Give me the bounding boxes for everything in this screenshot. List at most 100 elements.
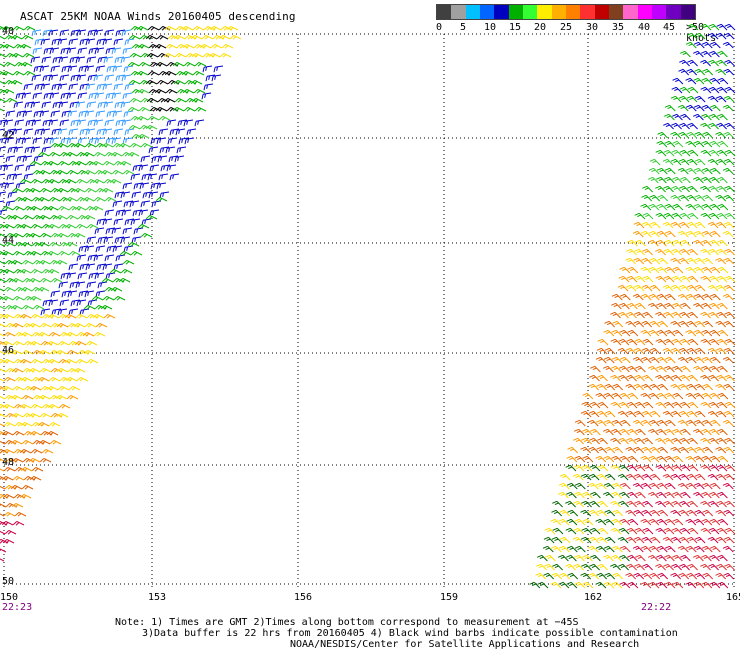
wind-barb bbox=[47, 178, 60, 184]
wind-barb bbox=[84, 290, 95, 298]
wind-barb bbox=[627, 239, 638, 247]
wind-barb bbox=[625, 320, 637, 328]
colorbar-segment bbox=[494, 5, 509, 19]
wind-barb bbox=[700, 437, 711, 445]
wind-barb bbox=[122, 137, 133, 145]
wind-barb bbox=[717, 140, 729, 148]
wind-barb bbox=[33, 110, 44, 118]
wind-barb bbox=[633, 410, 645, 418]
wind-barb bbox=[693, 356, 705, 364]
wind-barb bbox=[43, 92, 54, 100]
wind-barb bbox=[693, 365, 704, 373]
wind-barb bbox=[693, 77, 705, 85]
wind-barb bbox=[716, 527, 728, 535]
wind-barb bbox=[133, 227, 144, 235]
wind-barb bbox=[597, 527, 609, 535]
wind-barb bbox=[20, 61, 33, 67]
wind-barb bbox=[574, 455, 586, 463]
wind-barb bbox=[192, 25, 205, 31]
lat-lon-grid bbox=[3, 33, 736, 590]
wind-barb bbox=[687, 248, 698, 256]
wind-barb bbox=[112, 110, 123, 118]
wind-barb bbox=[84, 110, 95, 118]
wind-barb bbox=[656, 140, 668, 148]
wind-barb bbox=[121, 74, 132, 82]
wind-barb bbox=[641, 572, 653, 580]
wind-barb bbox=[70, 29, 81, 37]
wind-barb bbox=[671, 338, 683, 346]
wind-barb bbox=[618, 500, 629, 508]
wind-barb bbox=[566, 491, 577, 499]
wind-barb bbox=[157, 155, 168, 163]
wind-barb bbox=[656, 518, 668, 526]
wind-barb bbox=[717, 491, 728, 499]
wind-barb bbox=[91, 160, 104, 166]
wind-barb bbox=[634, 563, 645, 571]
wind-barb bbox=[611, 329, 623, 337]
wind-barb bbox=[722, 230, 734, 238]
wind-barb bbox=[75, 56, 86, 64]
wind-barb bbox=[558, 554, 569, 562]
wind-barb bbox=[626, 248, 637, 256]
wind-barb bbox=[60, 92, 71, 100]
wind-barb bbox=[70, 74, 81, 82]
wind-barb bbox=[565, 527, 577, 535]
wind-barb bbox=[567, 446, 579, 454]
wind-barb bbox=[641, 221, 653, 229]
wind-barb bbox=[55, 214, 68, 220]
wind-barb bbox=[37, 151, 50, 157]
wind-barb bbox=[115, 119, 126, 127]
wind-barb bbox=[154, 43, 167, 49]
wind-barb bbox=[618, 464, 630, 472]
wind-barb bbox=[115, 74, 126, 82]
wind-barb bbox=[559, 473, 571, 481]
wind-barb bbox=[670, 410, 682, 418]
wind-barb bbox=[686, 68, 698, 76]
wind-barb bbox=[635, 302, 646, 310]
wind-barb bbox=[49, 137, 60, 145]
wind-barb bbox=[694, 536, 706, 544]
wind-barb bbox=[640, 419, 652, 427]
wind-barb bbox=[723, 284, 735, 292]
wind-barb bbox=[596, 347, 608, 355]
wind-barb bbox=[670, 257, 682, 265]
wind-barb bbox=[2, 358, 15, 364]
wind-barb bbox=[1, 70, 14, 76]
wind-barb bbox=[707, 284, 719, 292]
wind-barb bbox=[634, 311, 645, 319]
longitude-label: 159 bbox=[440, 592, 459, 603]
wind-barb bbox=[642, 437, 653, 445]
wind-barb bbox=[34, 38, 45, 46]
wind-barb bbox=[633, 509, 645, 517]
wind-barb bbox=[573, 464, 585, 472]
longitude-label: 165 bbox=[726, 592, 740, 603]
colorbar-segment bbox=[666, 5, 681, 19]
wind-barb bbox=[694, 158, 706, 166]
wind-barb bbox=[58, 281, 69, 289]
colorbar-label: 30 bbox=[586, 22, 599, 33]
wind-barb bbox=[31, 29, 42, 37]
wind-barb bbox=[679, 563, 690, 571]
wind-barb bbox=[589, 500, 600, 508]
wind-barb bbox=[619, 329, 631, 337]
wind-barb bbox=[10, 79, 23, 85]
wind-barb bbox=[640, 329, 652, 337]
wind-barb bbox=[10, 484, 23, 490]
wind-barb bbox=[679, 401, 691, 409]
wind-barb bbox=[717, 554, 728, 562]
wind-barb bbox=[132, 209, 143, 217]
wind-barb bbox=[165, 146, 176, 154]
wind-barb bbox=[93, 196, 106, 202]
colorbar-segment bbox=[680, 5, 695, 19]
wind-barb bbox=[39, 232, 52, 238]
wind-barb bbox=[85, 83, 96, 91]
wind-barb bbox=[656, 419, 668, 427]
wind-barb bbox=[127, 151, 140, 157]
wind-barb bbox=[670, 95, 682, 103]
wind-barb bbox=[709, 167, 721, 175]
wind-barb bbox=[724, 149, 736, 157]
wind-barb bbox=[663, 527, 675, 535]
wind-barb bbox=[656, 302, 667, 310]
wind-barb bbox=[640, 581, 652, 589]
